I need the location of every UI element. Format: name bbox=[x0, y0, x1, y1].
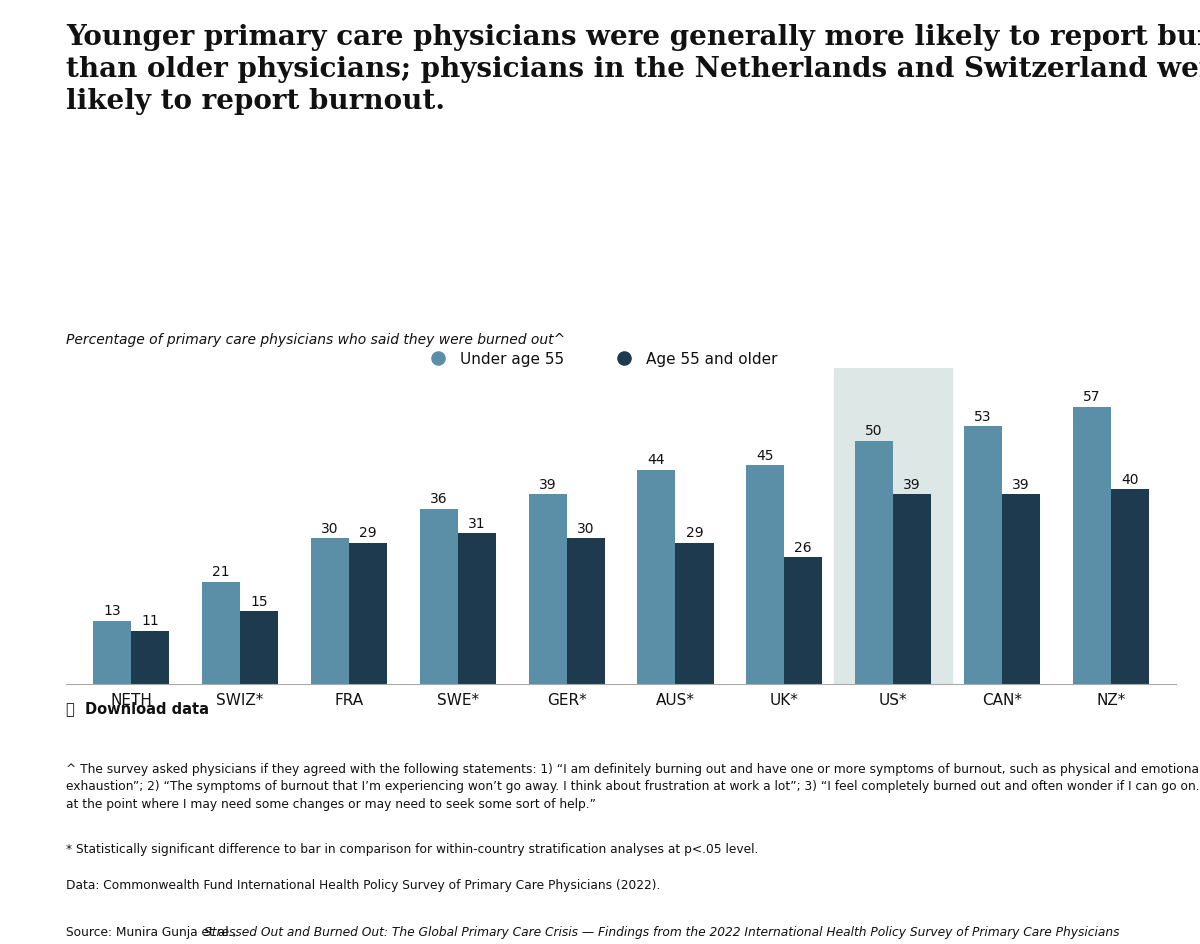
Bar bbox=[420, 509, 457, 684]
Bar bbox=[528, 495, 566, 684]
Text: * Statistically significant difference to bar in comparison for within-country s: * Statistically significant difference t… bbox=[66, 842, 758, 855]
Text: 30: 30 bbox=[322, 521, 338, 535]
Bar bbox=[746, 465, 785, 684]
Bar bbox=[457, 533, 496, 684]
Text: Stressed Out and Burned Out: The Global Primary Care Crisis — Findings from the : Stressed Out and Burned Out: The Global … bbox=[204, 925, 1120, 938]
Bar bbox=[1111, 490, 1148, 684]
Text: 53: 53 bbox=[974, 409, 991, 423]
Bar bbox=[240, 612, 278, 684]
Bar bbox=[349, 544, 388, 684]
Bar bbox=[893, 495, 931, 684]
Bar bbox=[311, 538, 349, 684]
Text: ⤓  Download data: ⤓ Download data bbox=[66, 700, 209, 716]
Text: 45: 45 bbox=[756, 448, 774, 462]
Bar bbox=[202, 582, 240, 684]
Text: Data: Commonwealth Fund International Health Policy Survey of Primary Care Physi: Data: Commonwealth Fund International He… bbox=[66, 878, 660, 891]
Text: 30: 30 bbox=[577, 521, 594, 535]
Text: 39: 39 bbox=[539, 478, 557, 491]
Bar bbox=[785, 558, 822, 684]
Bar bbox=[854, 441, 893, 684]
Text: Age 55 and older: Age 55 and older bbox=[646, 351, 778, 366]
Text: 39: 39 bbox=[1012, 478, 1030, 491]
Bar bbox=[131, 631, 169, 684]
Text: Under age 55: Under age 55 bbox=[460, 351, 564, 366]
Text: 21: 21 bbox=[212, 565, 230, 579]
Text: ^ The survey asked physicians if they agreed with the following statements: 1) “: ^ The survey asked physicians if they ag… bbox=[66, 762, 1200, 810]
Text: 50: 50 bbox=[865, 424, 883, 438]
Text: 13: 13 bbox=[103, 604, 121, 617]
Text: 29: 29 bbox=[359, 526, 377, 540]
Text: 39: 39 bbox=[904, 478, 920, 491]
Text: 26: 26 bbox=[794, 541, 812, 554]
Text: 15: 15 bbox=[251, 594, 268, 608]
Bar bbox=[834, 368, 952, 684]
Text: 36: 36 bbox=[430, 492, 448, 506]
Text: 44: 44 bbox=[648, 453, 665, 467]
Bar bbox=[94, 621, 131, 684]
Text: Percentage of primary care physicians who said they were burned out^: Percentage of primary care physicians wh… bbox=[66, 332, 565, 346]
Text: 57: 57 bbox=[1082, 390, 1100, 404]
Bar bbox=[637, 470, 676, 684]
Point bbox=[614, 351, 634, 366]
Bar bbox=[566, 538, 605, 684]
Text: 40: 40 bbox=[1121, 472, 1139, 486]
Bar bbox=[1002, 495, 1040, 684]
Text: 31: 31 bbox=[468, 516, 486, 531]
Text: 11: 11 bbox=[142, 614, 160, 628]
Bar bbox=[1073, 407, 1111, 684]
Point bbox=[428, 351, 448, 366]
Bar bbox=[964, 427, 1002, 684]
Bar bbox=[676, 544, 714, 684]
Text: Younger primary care physicians were generally more likely to report burnout
tha: Younger primary care physicians were gen… bbox=[66, 24, 1200, 115]
Text: 29: 29 bbox=[685, 526, 703, 540]
Text: Source: Munira Gunja et al.,: Source: Munira Gunja et al., bbox=[66, 925, 240, 938]
